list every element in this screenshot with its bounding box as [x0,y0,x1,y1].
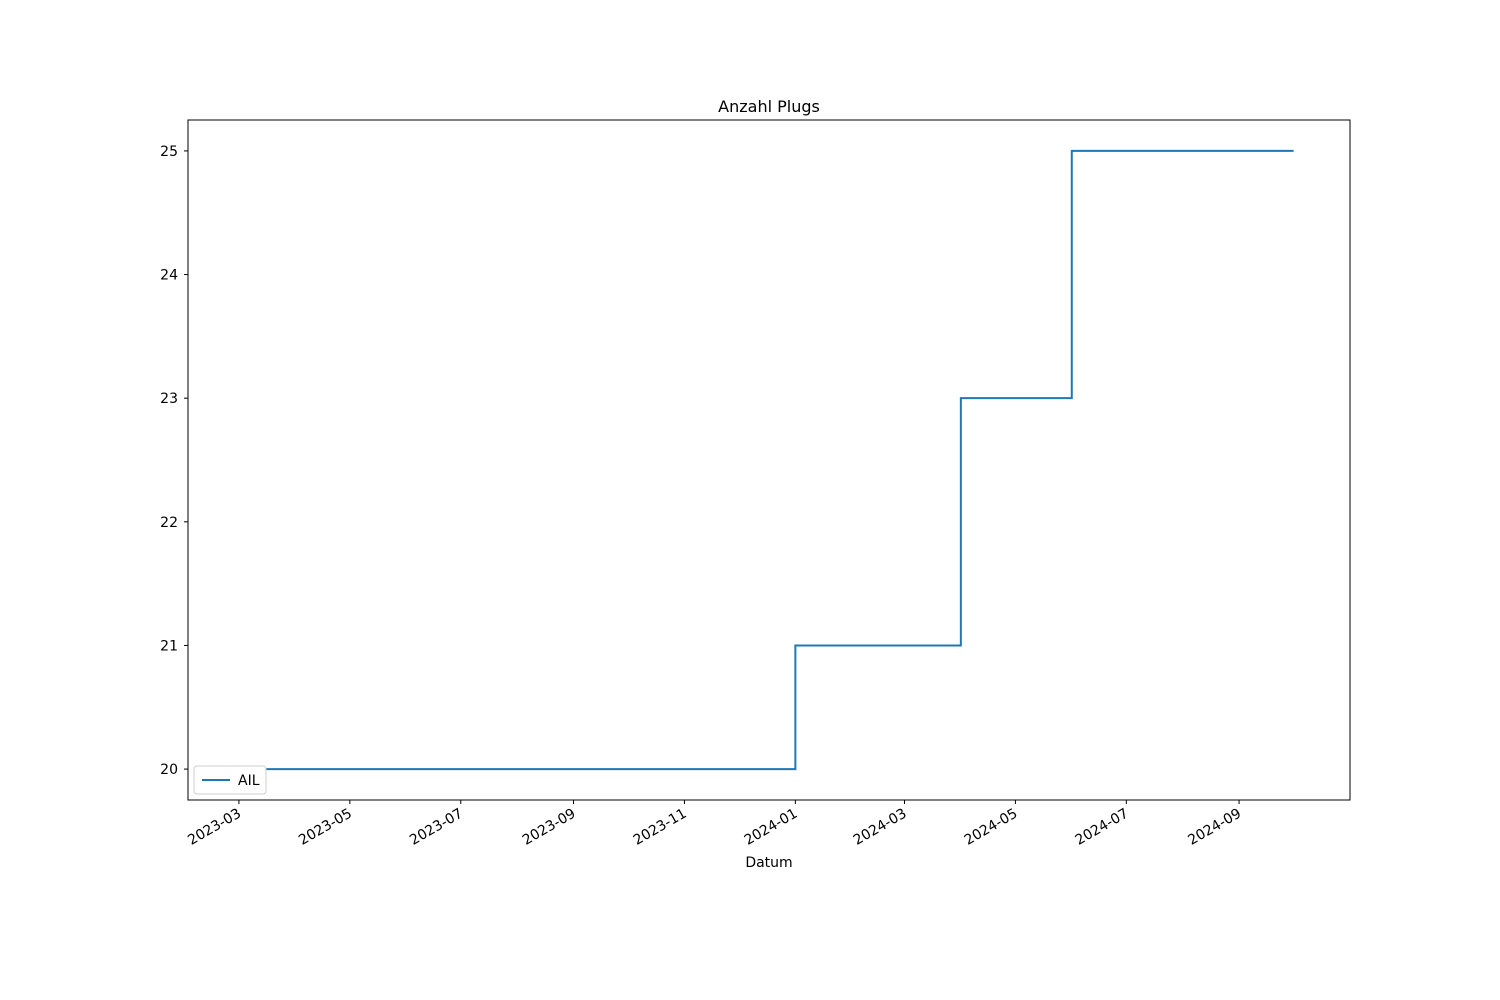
x-axis-label: Datum [745,855,792,871]
legend-label: AIL [238,773,260,789]
y-tick-label: 23 [160,391,178,407]
y-tick-label: 24 [160,268,178,284]
y-tick-label: 25 [160,144,178,160]
legend: AIL [193,765,267,795]
plot-frame [187,119,1351,801]
chart-title: Anzahl Plugs [718,97,820,116]
y-tick-label: 21 [160,638,178,654]
y-tick-label: 20 [160,762,178,778]
line [238,149,1294,771]
y-tick-label: 22 [160,515,178,531]
